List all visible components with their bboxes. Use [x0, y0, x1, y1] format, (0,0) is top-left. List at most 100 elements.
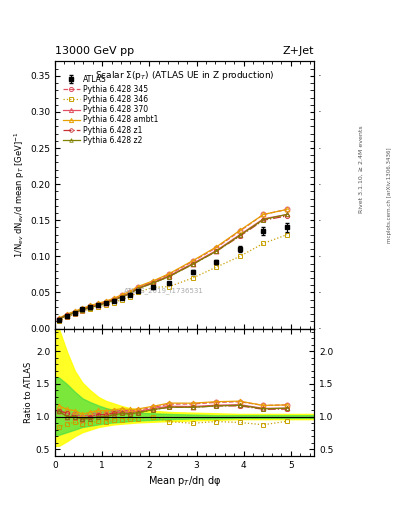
Pythia 6.428 346	[214, 264, 219, 270]
Pythia 6.428 346	[261, 240, 266, 246]
Pythia 6.428 z2	[261, 217, 266, 223]
Pythia 6.428 345	[88, 303, 93, 309]
Pythia 6.428 z1	[190, 261, 195, 267]
Pythia 6.428 345	[80, 306, 85, 312]
Pythia 6.428 z2	[96, 303, 101, 309]
Pythia 6.428 z1	[96, 302, 101, 308]
Pythia 6.428 z2	[127, 291, 132, 297]
Pythia 6.428 z2	[88, 305, 93, 311]
Pythia 6.428 346	[88, 306, 93, 312]
Pythia 6.428 370	[285, 211, 289, 218]
Pythia 6.428 346	[80, 308, 85, 314]
Pythia 6.428 370	[57, 316, 61, 322]
Pythia 6.428 ambt1	[104, 298, 108, 304]
Pythia 6.428 370	[261, 216, 266, 222]
Pythia 6.428 370	[96, 302, 101, 308]
Pythia 6.428 ambt1	[64, 311, 69, 317]
Legend: ATLAS, Pythia 6.428 345, Pythia 6.428 346, Pythia 6.428 370, Pythia 6.428 ambt1,: ATLAS, Pythia 6.428 345, Pythia 6.428 34…	[61, 73, 160, 146]
Line: Pythia 6.428 370: Pythia 6.428 370	[56, 212, 290, 322]
Pythia 6.428 370	[151, 279, 156, 285]
Pythia 6.428 370	[112, 296, 116, 303]
Pythia 6.428 346	[104, 303, 108, 309]
Pythia 6.428 z2	[190, 261, 195, 267]
Pythia 6.428 z1	[88, 304, 93, 310]
Pythia 6.428 z2	[72, 310, 77, 316]
Pythia 6.428 370	[167, 273, 171, 279]
Pythia 6.428 345	[112, 296, 116, 302]
Pythia 6.428 z1	[72, 310, 77, 316]
Pythia 6.428 345	[261, 211, 266, 218]
Pythia 6.428 346	[112, 300, 116, 306]
Pythia 6.428 345	[151, 279, 156, 285]
Pythia 6.428 346	[64, 314, 69, 320]
Pythia 6.428 346	[127, 294, 132, 300]
Pythia 6.428 370	[119, 293, 124, 299]
Pythia 6.428 z2	[285, 211, 289, 218]
Pythia 6.428 346	[285, 231, 289, 238]
Pythia 6.428 ambt1	[214, 244, 219, 250]
Pythia 6.428 z2	[119, 294, 124, 300]
Pythia 6.428 370	[104, 300, 108, 306]
Pythia 6.428 345	[214, 245, 219, 251]
Pythia 6.428 346	[72, 311, 77, 317]
Pythia 6.428 345	[237, 228, 242, 234]
Pythia 6.428 345	[57, 316, 61, 322]
Pythia 6.428 346	[57, 318, 61, 325]
Text: Z+Jet: Z+Jet	[283, 46, 314, 56]
Pythia 6.428 ambt1	[167, 270, 171, 276]
Pythia 6.428 ambt1	[190, 258, 195, 264]
Pythia 6.428 z1	[167, 273, 171, 280]
Y-axis label: Ratio to ATLAS: Ratio to ATLAS	[24, 361, 33, 423]
Pythia 6.428 z2	[167, 273, 171, 280]
Pythia 6.428 z1	[119, 294, 124, 300]
Line: Pythia 6.428 345: Pythia 6.428 345	[56, 207, 290, 322]
Pythia 6.428 345	[190, 259, 195, 265]
Text: Scalar Σ(p$_{T}$) (ATLAS UE in Z production): Scalar Σ(p$_{T}$) (ATLAS UE in Z product…	[95, 70, 275, 82]
Pythia 6.428 346	[135, 289, 140, 295]
Pythia 6.428 z1	[127, 291, 132, 297]
Pythia 6.428 370	[72, 310, 77, 316]
Pythia 6.428 370	[64, 312, 69, 318]
Pythia 6.428 345	[64, 312, 69, 318]
Text: ATLAS_2019_I1736531: ATLAS_2019_I1736531	[124, 287, 204, 294]
Pythia 6.428 345	[167, 271, 171, 278]
Pythia 6.428 z1	[104, 300, 108, 306]
Pythia 6.428 345	[104, 298, 108, 305]
Pythia 6.428 346	[96, 304, 101, 310]
X-axis label: Mean p$_{T}$/dη dφ: Mean p$_{T}$/dη dφ	[148, 474, 221, 488]
Pythia 6.428 z1	[57, 316, 61, 322]
Pythia 6.428 345	[127, 289, 132, 295]
Pythia 6.428 z1	[237, 233, 242, 239]
Pythia 6.428 z2	[214, 248, 219, 254]
Pythia 6.428 ambt1	[151, 278, 156, 284]
Pythia 6.428 346	[190, 275, 195, 281]
Pythia 6.428 ambt1	[261, 211, 266, 218]
Pythia 6.428 346	[167, 284, 171, 290]
Pythia 6.428 z1	[285, 213, 289, 219]
Pythia 6.428 ambt1	[127, 289, 132, 295]
Y-axis label: 1/N$_{ev}$ dN$_{ev}$/d mean p$_{T}$ [GeV]$^{-1}$: 1/N$_{ev}$ dN$_{ev}$/d mean p$_{T}$ [GeV…	[13, 132, 27, 258]
Pythia 6.428 ambt1	[119, 291, 124, 297]
Line: Pythia 6.428 z2: Pythia 6.428 z2	[57, 212, 289, 321]
Pythia 6.428 ambt1	[57, 315, 61, 322]
Pythia 6.428 z2	[80, 307, 85, 313]
Line: Pythia 6.428 ambt1: Pythia 6.428 ambt1	[56, 207, 290, 321]
Pythia 6.428 z1	[112, 296, 116, 303]
Pythia 6.428 z1	[135, 286, 140, 292]
Pythia 6.428 z2	[151, 280, 156, 286]
Pythia 6.428 ambt1	[88, 303, 93, 309]
Pythia 6.428 ambt1	[72, 308, 77, 314]
Pythia 6.428 z1	[151, 280, 156, 286]
Pythia 6.428 346	[237, 253, 242, 260]
Pythia 6.428 345	[72, 309, 77, 315]
Pythia 6.428 345	[96, 301, 101, 307]
Pythia 6.428 345	[135, 284, 140, 290]
Text: Rivet 3.1.10, ≥ 2.4M events: Rivet 3.1.10, ≥ 2.4M events	[359, 125, 364, 213]
Pythia 6.428 z1	[80, 307, 85, 313]
Pythia 6.428 z1	[64, 312, 69, 318]
Pythia 6.428 345	[285, 206, 289, 212]
Pythia 6.428 z2	[237, 232, 242, 239]
Text: 13000 GeV pp: 13000 GeV pp	[55, 46, 134, 56]
Pythia 6.428 ambt1	[285, 206, 289, 212]
Pythia 6.428 z2	[57, 316, 61, 322]
